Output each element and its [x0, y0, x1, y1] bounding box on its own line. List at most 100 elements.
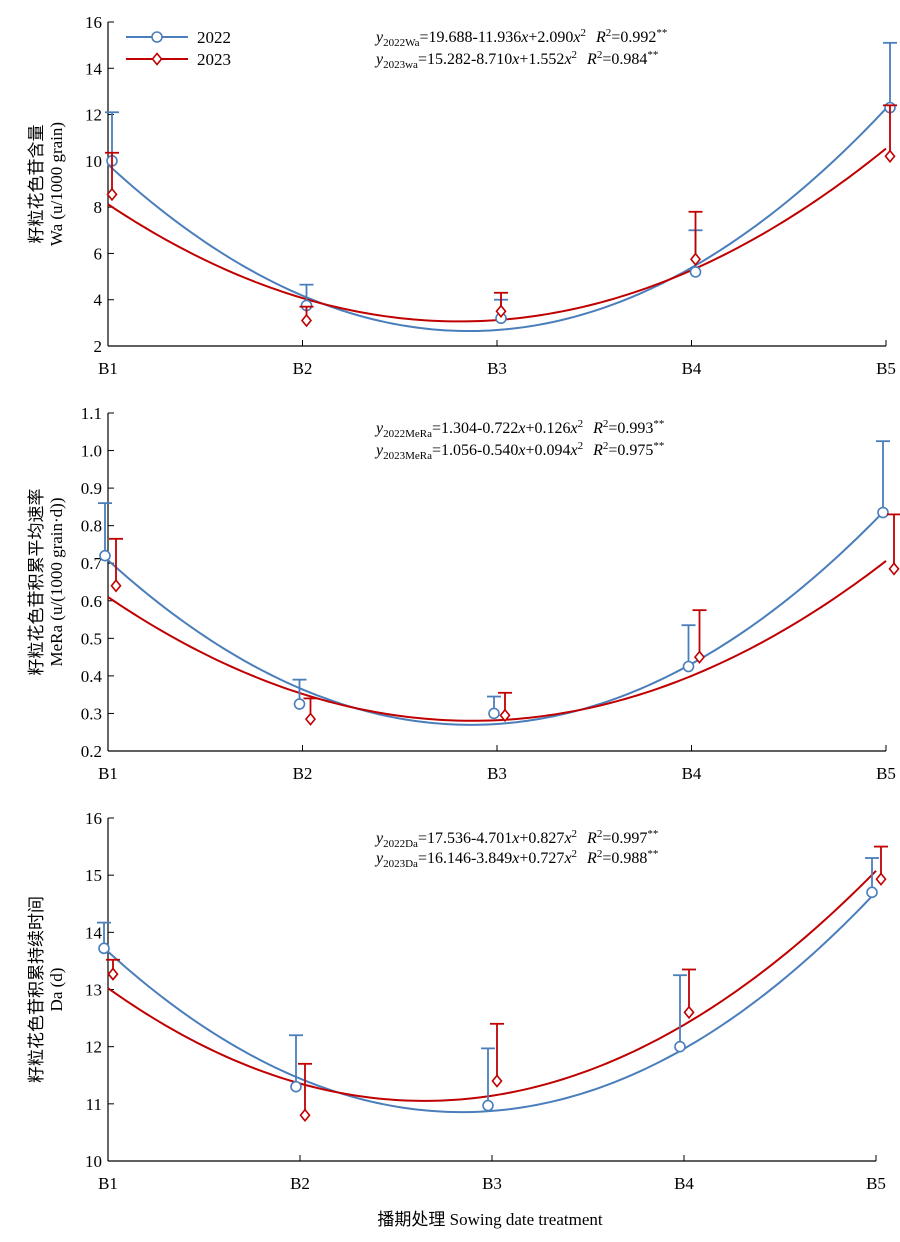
panels: 2 4 6 8 10 12 14 16 B1 B2 B3 B4 B5 籽粒花色苷含量 Wa (u/1000 …	[27, 13, 900, 1193]
eq-subscript: 2023wa	[383, 59, 418, 71]
eq-R: R	[592, 420, 603, 437]
point-2022	[682, 660, 695, 673]
y-tick-label: 14	[85, 59, 103, 78]
y-axis-title-en: Da (d)	[47, 968, 66, 1012]
eq-r-squared: =0.993	[608, 420, 653, 437]
eq-significance: **	[647, 828, 658, 840]
eq-x2: x	[570, 420, 578, 437]
eq-R-power: 2	[603, 418, 609, 430]
x-tick-label: B2	[293, 764, 313, 783]
chart-panel-2: 0.2 0.3 0.4 0.5 0.6 0.7 0.8 0.9 1.0 1.1 B1 B2 B3 B4 B5…	[27, 404, 900, 783]
eq-quadratic-coef: +0.727	[519, 850, 564, 867]
eq-quadratic-coef: +0.094	[525, 442, 570, 459]
y-tick-label: 10	[85, 1152, 102, 1171]
point-2023	[888, 562, 900, 576]
y-tick-label: 0.9	[81, 479, 102, 498]
point-2022	[877, 506, 889, 519]
eq-x2: x	[570, 442, 578, 459]
eq-r-squared: =0.975	[608, 442, 653, 459]
x-tick-label: B2	[293, 359, 313, 378]
y-tick-label: 10	[85, 152, 102, 171]
eq-coefficients: =1.056-0.540	[432, 442, 518, 459]
legend-marker-circle	[151, 31, 163, 43]
eq-subscript: 2022MeRa	[383, 428, 432, 440]
eq-power: 2	[572, 848, 578, 860]
chart-panel-1: 2 4 6 8 10 12 14 16 B1 B2 B3 B4 B5 籽粒花色苷含量 Wa (u/1000 …	[27, 13, 897, 378]
y-tick-label: 1.0	[81, 442, 102, 461]
eq-R-power: 2	[606, 27, 612, 39]
eq-R-power: 2	[597, 848, 603, 860]
regression-equation: y2023MeRa=1.056-0.540x+0.094x2 R2=0.975**	[374, 440, 664, 462]
eq-power: 2	[572, 828, 578, 840]
eq-coefficients: =19.688-11.936	[420, 29, 522, 46]
x-tick-label: B3	[482, 1174, 502, 1193]
x-tick-label: B4	[674, 1174, 694, 1193]
y-tick-label: 0.3	[81, 704, 102, 723]
legend-label: 2023	[197, 50, 231, 69]
point-2022	[866, 886, 878, 899]
eq-R: R	[586, 51, 597, 68]
eq-R-power: 2	[597, 49, 603, 61]
y-axis-title-en: Wa (u/1000 grain)	[47, 122, 66, 246]
eq-significance: **	[656, 27, 667, 39]
legend-marker-diamond	[151, 52, 163, 66]
eq-r-squared: =0.984	[602, 51, 647, 68]
chart-panel-3: 10 11 12 13 14 15 16 B1 B2 B3 B4 B5 籽粒花色苷积累持续时间 Da (d…	[27, 809, 888, 1193]
x-tick-label: B1	[98, 359, 118, 378]
eq-subscript: 2023MeRa	[383, 450, 432, 462]
legend-label: 2022	[197, 28, 231, 47]
fit-curve-2023	[107, 147, 887, 323]
eq-quadratic-coef: +0.126	[525, 420, 570, 437]
eq-x2: x	[572, 29, 580, 46]
eq-x: x	[520, 29, 528, 46]
eq-subscript: 2023Da	[383, 858, 418, 870]
y-axis-title-en: MeRa (u/(1000 grain·d))	[47, 497, 66, 666]
point-2023	[299, 1108, 311, 1123]
y-tick-label: 12	[85, 1038, 102, 1057]
x-tick-label: B1	[98, 1174, 118, 1193]
y-tick-label: 15	[85, 866, 102, 885]
point-2022	[290, 1080, 302, 1093]
y-tick-label: 0.8	[81, 517, 102, 536]
point-2023	[106, 187, 118, 202]
eq-power: 2	[581, 27, 587, 39]
fit-curve-2022	[107, 508, 887, 726]
eq-coefficients: =1.304-0.722	[432, 420, 518, 437]
x-tick-label: B4	[682, 359, 702, 378]
eq-coefficients: =16.146-3.849	[418, 850, 512, 867]
eq-significance: **	[647, 49, 658, 61]
eq-power: 2	[572, 49, 578, 61]
eq-R-power: 2	[597, 828, 603, 840]
eq-x: x	[511, 830, 519, 847]
eq-y: y	[374, 29, 384, 46]
fit-curve-2022	[107, 107, 887, 333]
y-tick-label: 0.6	[81, 592, 102, 611]
eq-R: R	[586, 830, 597, 847]
point-2023	[689, 252, 702, 266]
eq-coefficients: =15.282-8.710	[418, 51, 512, 68]
y-tick-label: 8	[94, 198, 103, 217]
eq-x: x	[517, 420, 525, 437]
eq-coefficients: =17.536-4.701	[418, 830, 512, 847]
eq-R: R	[595, 29, 606, 46]
y-tick-label: 12	[85, 106, 102, 125]
y-tick-label: 13	[85, 981, 102, 1000]
point-2023	[693, 650, 706, 664]
eq-significance: **	[653, 440, 664, 452]
x-tick-label: B3	[487, 764, 507, 783]
y-tick-label: 6	[94, 244, 103, 263]
fit-curve-2023	[107, 870, 877, 1102]
eq-R: R	[586, 850, 597, 867]
y-tick-label: 1.1	[81, 404, 102, 423]
y-tick-label: 16	[85, 809, 102, 828]
x-tick-label: B5	[876, 359, 896, 378]
x-tick-label: B1	[98, 764, 118, 783]
regression-equation: y2023wa=15.282-8.710x+1.552x2 R2=0.984**	[374, 49, 658, 71]
y-tick-label: 0.4	[81, 667, 103, 686]
eq-y: y	[374, 420, 384, 437]
point-2022	[98, 942, 110, 955]
point-2023	[499, 708, 511, 723]
point-2023	[875, 872, 887, 886]
x-axis-title: 播期处理 Sowing date treatment	[377, 1210, 602, 1229]
